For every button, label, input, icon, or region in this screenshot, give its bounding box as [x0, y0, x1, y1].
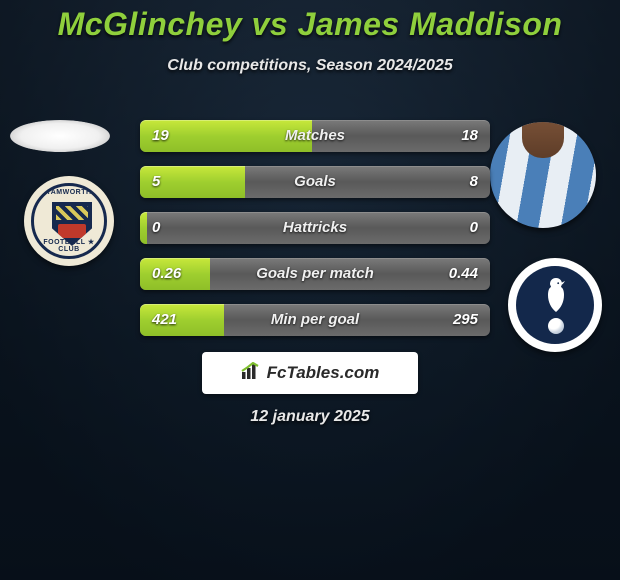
- crest-text-bottom: FOOTBALL ★ CLUB: [34, 238, 104, 253]
- football-icon: [548, 318, 564, 334]
- stat-value-right: 0: [470, 212, 478, 244]
- stat-label: Hattricks: [140, 212, 490, 244]
- infographic-card: McGlinchey vs James Maddison Club compet…: [0, 0, 620, 440]
- stat-value-right: 0.44: [449, 258, 478, 290]
- stat-value-right: 18: [461, 120, 478, 152]
- stat-bars: 19Matches18 5Goals8 0Hattricks0 0.26Goals p…: [140, 120, 490, 350]
- stat-row: 19Matches18: [140, 120, 490, 152]
- tottenham-crest: [516, 266, 594, 344]
- left-club-badge: TAMWORTH FOOTBALL ★ CLUB: [24, 176, 114, 266]
- stat-row: 421Min per goal295: [140, 304, 490, 336]
- stat-row: 5Goals8: [140, 166, 490, 198]
- stat-row: 0.26Goals per match0.44: [140, 258, 490, 290]
- stat-label: Goals per match: [140, 258, 490, 290]
- right-club-badge: [508, 258, 602, 352]
- right-player-photo: [490, 122, 596, 228]
- comparison-subtitle: Club competitions, Season 2024/2025: [0, 57, 620, 75]
- stat-label: Min per goal: [140, 304, 490, 336]
- stat-value-right: 8: [470, 166, 478, 198]
- stat-label: Matches: [140, 120, 490, 152]
- cockerel-icon: [542, 276, 570, 316]
- fctables-label: FcTables.com: [267, 363, 380, 383]
- snapshot-date: 12 january 2025: [0, 408, 620, 426]
- fctables-watermark: FcTables.com: [202, 352, 418, 394]
- tamworth-crest: TAMWORTH FOOTBALL ★ CLUB: [31, 183, 107, 259]
- stat-value-right: 295: [453, 304, 478, 336]
- left-player-silhouette: [10, 120, 110, 152]
- stat-label: Goals: [140, 166, 490, 198]
- crest-text-top: TAMWORTH: [34, 189, 104, 196]
- stat-row: 0Hattricks0: [140, 212, 490, 244]
- comparison-title: McGlinchey vs James Maddison: [0, 6, 620, 43]
- bar-chart-icon: [241, 362, 263, 385]
